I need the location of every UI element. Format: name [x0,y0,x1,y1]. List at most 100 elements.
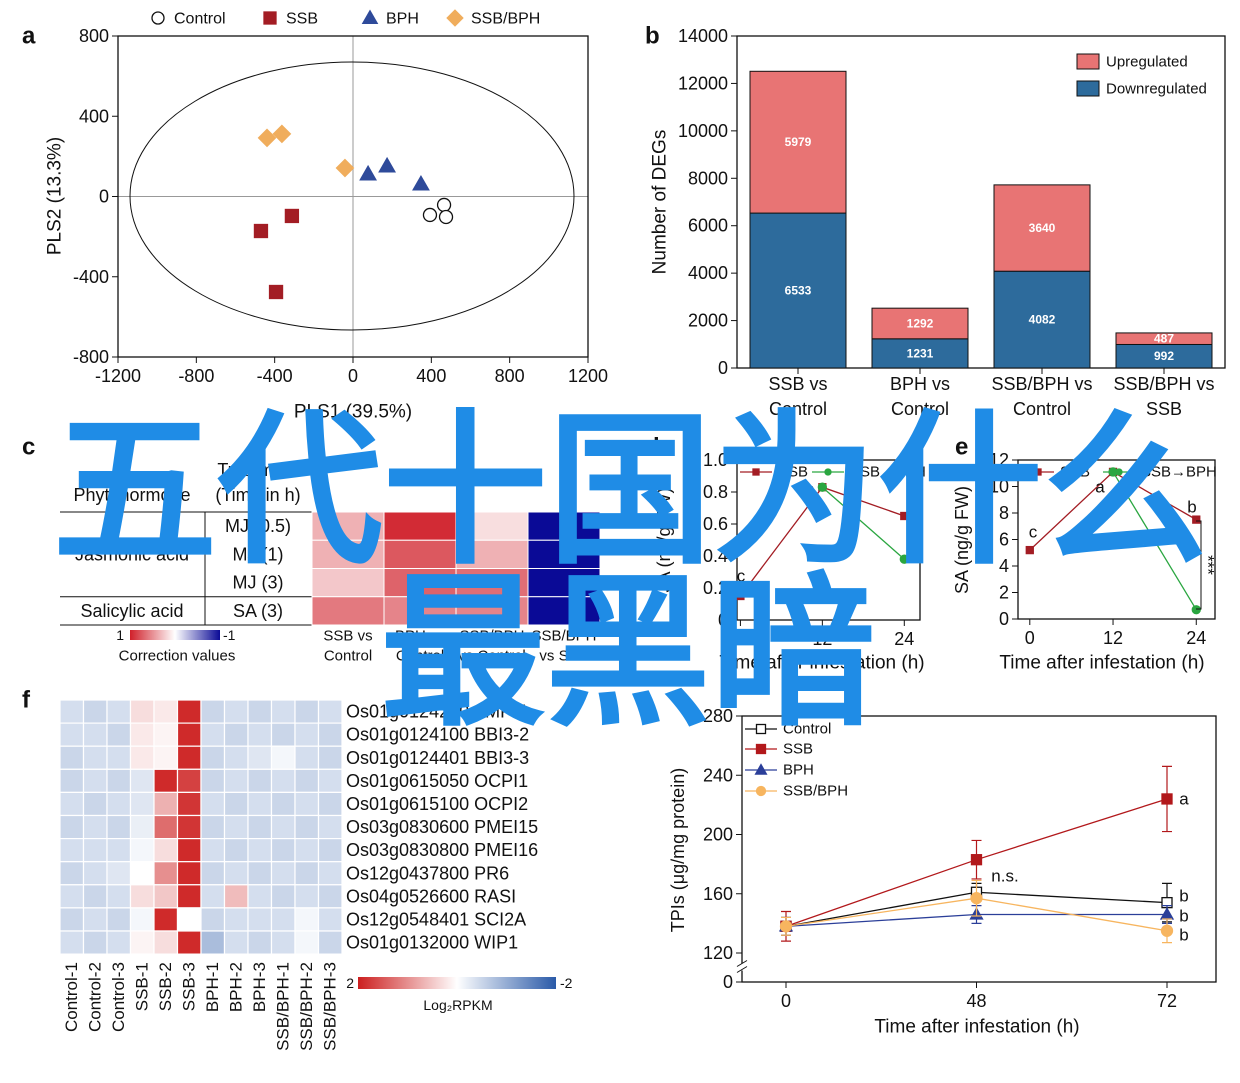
heat-cell [294,814,320,840]
group-label: Salicylic acid [80,601,183,621]
heat-cell [270,930,296,955]
heat-cell [223,837,249,863]
confidence-ellipse [129,61,575,331]
column-label: SSB/BPH [531,628,596,645]
colorbar-tick-label: -2 [560,975,573,991]
heat-cell [317,768,343,793]
heat-cell [59,930,85,955]
panel-letter: e [955,434,968,461]
panel-letter: f [22,687,31,714]
heat-cell [153,907,179,932]
value-label: 487 [1154,332,1174,346]
value-label: 3640 [1029,221,1056,235]
annotation: * [913,533,920,552]
heat-cell [153,699,179,724]
heat-cell [153,884,179,909]
heat-cell [176,745,202,770]
y-tick-label: 0.6 [703,514,728,534]
value-label: 4082 [1029,313,1056,327]
y-tick-label: 0.2 [703,578,728,598]
marker [752,468,760,476]
treatment-label: SA (3) [233,601,283,621]
heat-cell [270,722,296,747]
colorbar-label: Log₂RPKM [423,997,492,1013]
column-label: Control-3 [109,962,128,1032]
annotation: a [1095,478,1105,497]
heat-cell [129,907,155,932]
legend-label: SSB/BPH [471,11,540,28]
legend-label: Upregulated [1106,54,1188,71]
heat-cell [200,722,226,747]
row-label: Os03g0830800 PMEI16 [346,840,538,860]
heat-cell [82,837,108,863]
heat-cell [223,699,249,724]
x-tick-label: 400 [416,366,446,386]
heat-cell [106,884,132,909]
bar-segment [1115,332,1213,345]
y-tick-label: 400 [79,106,109,126]
heat-cell [317,791,343,817]
marker [1025,545,1034,555]
column-label: SSB/BPH-3 [321,962,340,1051]
heat-cell [223,745,249,770]
heat-cell [383,511,457,541]
heat-cell [153,722,179,747]
bar-segment [871,307,969,340]
heat-cell [59,699,85,724]
heat-cell [527,568,601,598]
heat-cell [317,745,343,770]
significance-bracket [1196,520,1202,610]
heat-cell [200,884,226,909]
x-tick-label: 800 [495,366,525,386]
value-label: 1231 [907,346,934,360]
x-tick-label: 1200 [568,366,608,386]
colorbar-tick-label: 1 [116,627,124,643]
marker [359,164,377,181]
heat-cell [106,768,132,793]
heat-cell [129,768,155,793]
heat-cell [106,745,132,770]
heat-cell [200,837,226,863]
heat-cell [176,791,202,817]
heat-cell [129,722,155,747]
series-line [1112,471,1197,611]
heat-cell [527,511,601,541]
column-label: BPH vs [395,628,445,645]
x-tick-label: Control [891,399,949,419]
x-tick-label: SSB vs [768,374,827,394]
y-tick-label: -800 [73,347,109,367]
y-tick-label: 280 [703,706,733,726]
y-tick-label: 800 [79,26,109,46]
row-label: Os12g0548401 SCI2A [346,909,526,929]
heat-cell [294,884,320,909]
row-label: Os12g0437800 PR6 [346,863,509,883]
row-label: Os01g0132000 WIP1 [346,933,518,953]
heat-cell [129,699,155,724]
heat-cell [106,814,132,840]
table-header: Phytohormone [73,485,190,505]
legend-label: BPH [386,11,419,28]
x-tick-label: 0 [781,991,791,1011]
heat-cell [129,930,155,955]
x-tick-label: 72 [1157,991,1177,1011]
heat-cell [294,907,320,932]
heat-cell [176,930,202,955]
x-tick-label: Control [769,399,827,419]
marker [257,128,277,148]
row-label: Os01g0124100 BBI3-2 [346,725,529,745]
legend-label: Downregulated [1106,81,1207,98]
bar-segment [749,212,847,369]
colorbar [130,630,220,640]
heat-cell [59,861,85,886]
marker [1161,793,1173,805]
row-label: Os03g0830600 PMEI15 [346,817,538,837]
heat-cell [247,791,273,817]
y-tick-label: 0 [723,972,733,992]
heat-cell [247,837,273,863]
x-tick-label: 0 [348,366,358,386]
heat-cell [223,861,249,886]
column-label: Control [396,648,444,665]
heat-cell [176,768,202,793]
heat-cell [294,791,320,817]
y-tick-label: 10000 [678,121,728,141]
